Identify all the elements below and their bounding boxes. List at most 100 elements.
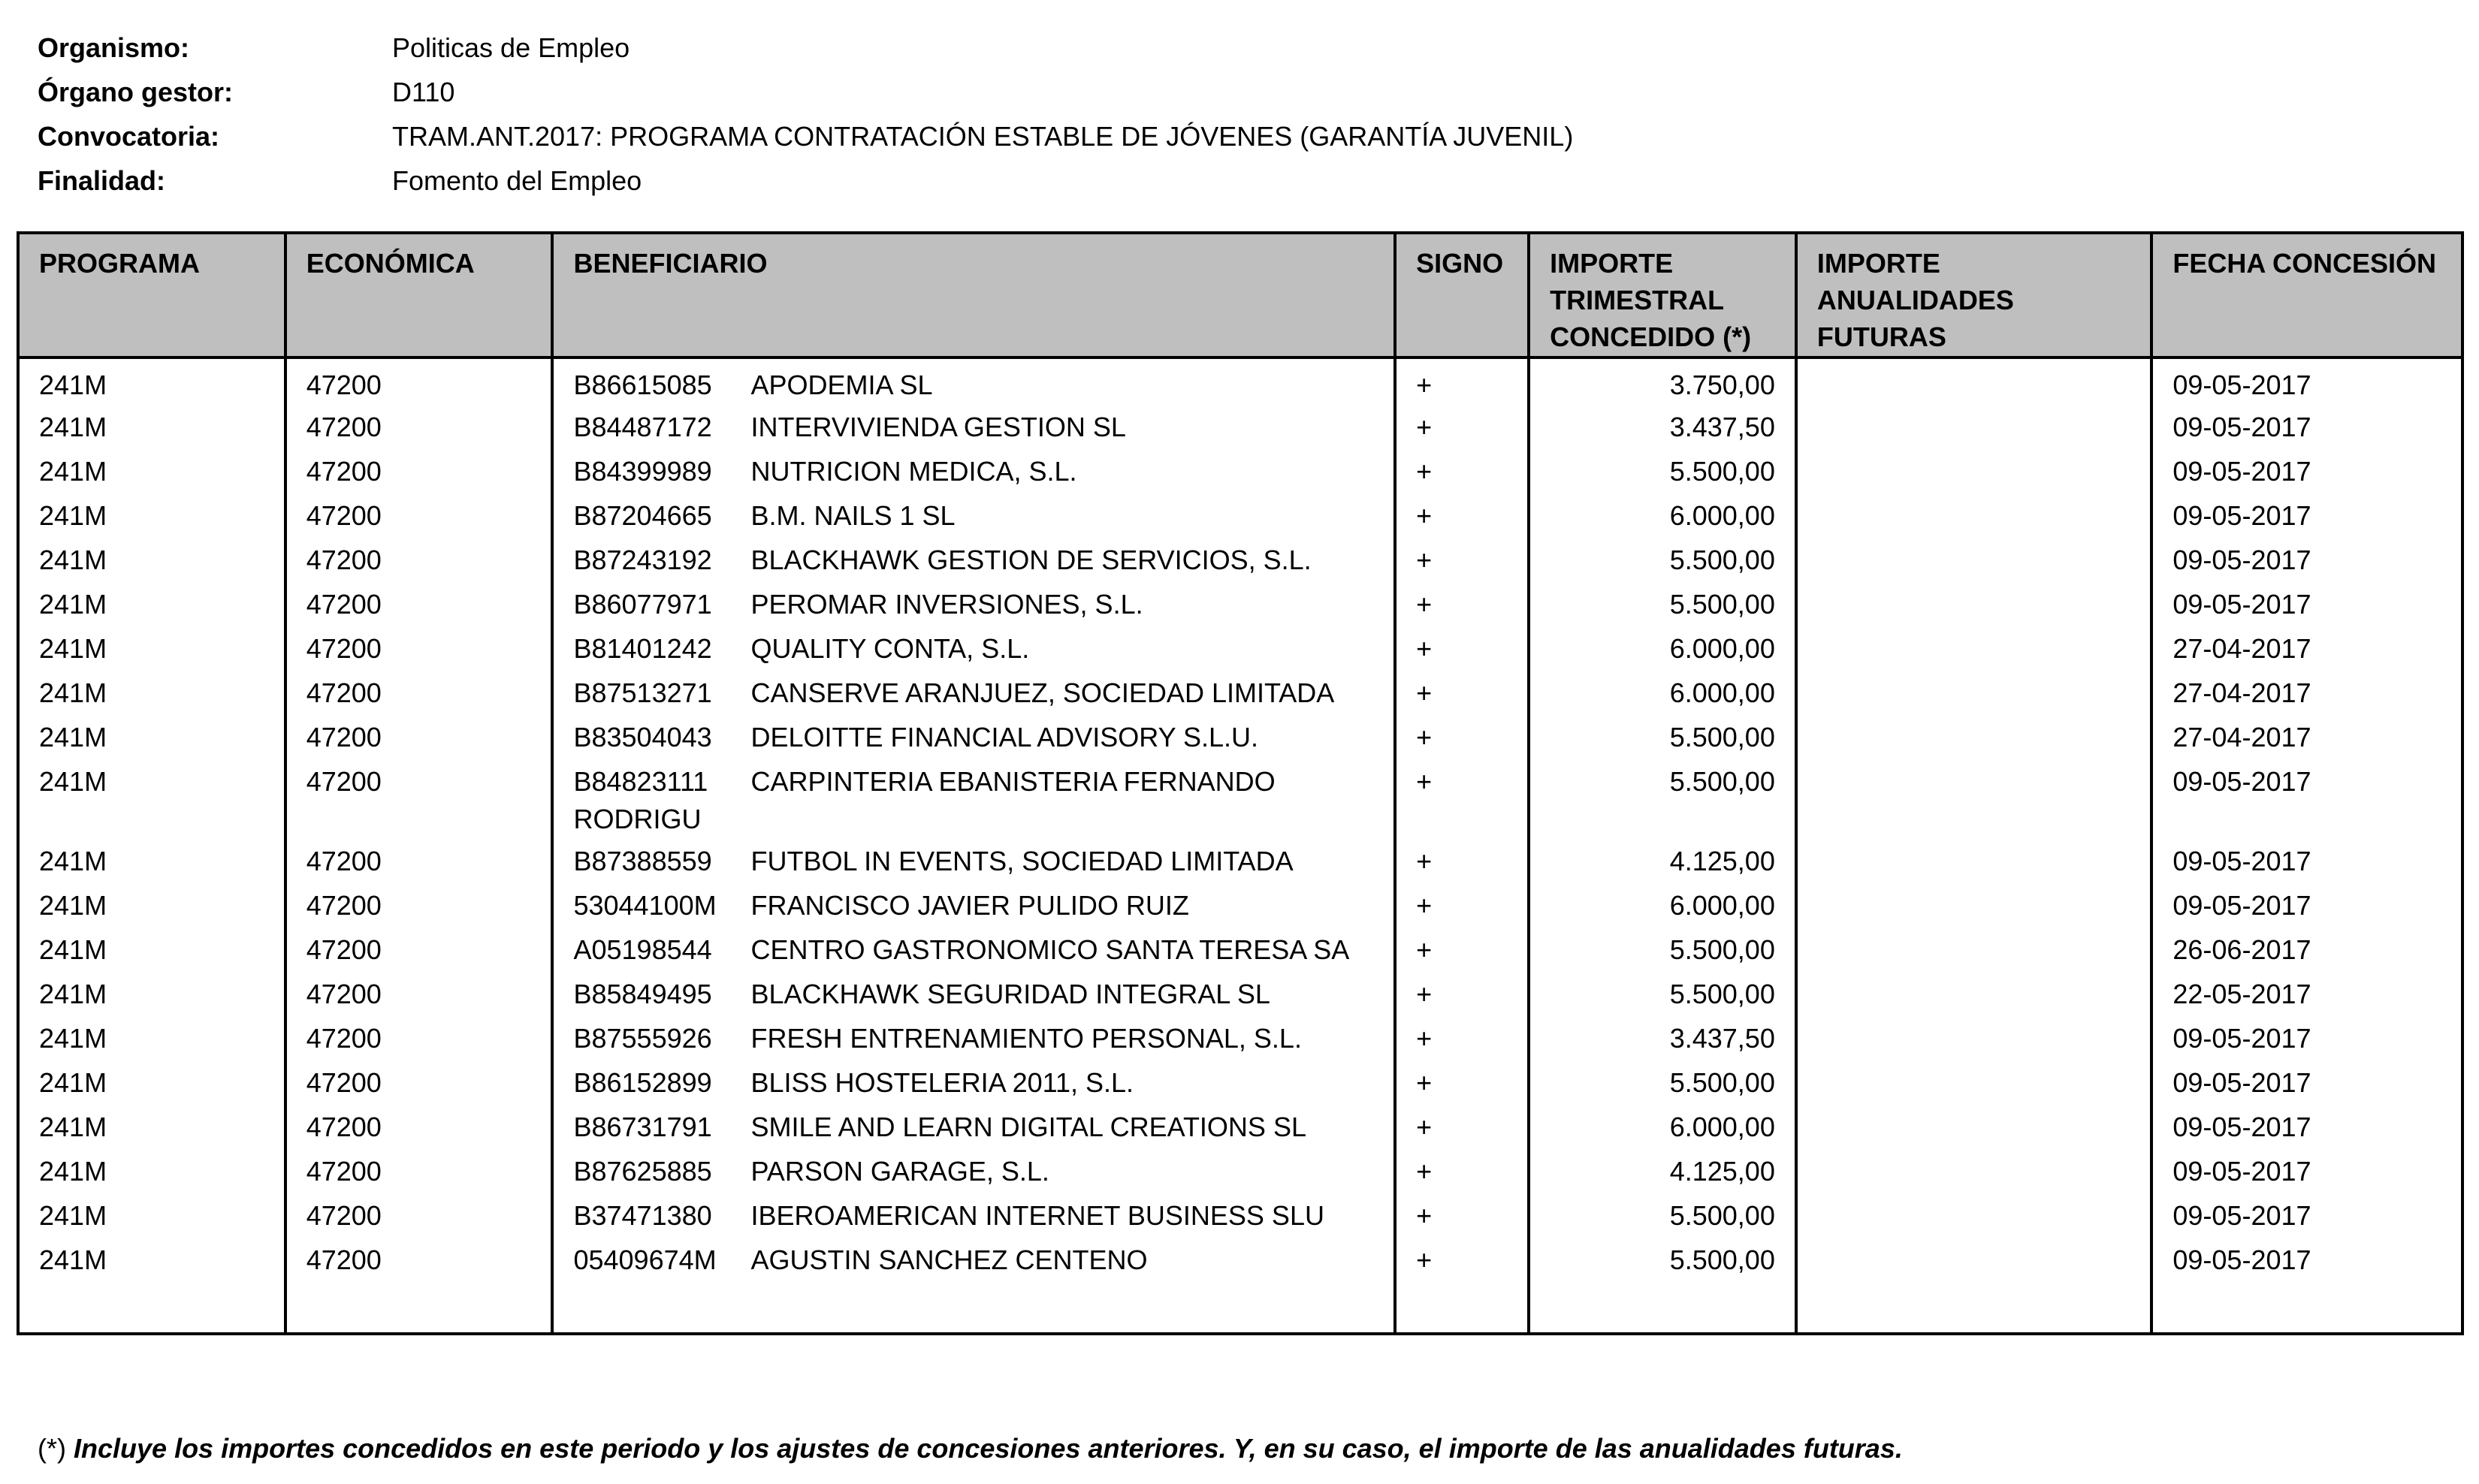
cell-importe: 3.437,50 (1527, 404, 1798, 448)
cell-importe: 5.500,00 (1527, 714, 1798, 759)
beneficiary-nif: 53044100M (573, 890, 717, 921)
table-row: 241M 47200 B84823111 CARPINTERIA EBANISTERI… (17, 759, 2464, 838)
cell-beneficiario: B37471380 IBEROAMERICAN INTERNET BUSINESS… (551, 1193, 1397, 1237)
cell-programa: 241M (17, 581, 287, 626)
cell-economica: 47200 (283, 357, 554, 404)
cell-programa: 241M (17, 1237, 287, 1281)
cell-economica: 47200 (283, 971, 554, 1015)
cell-futuras (1794, 971, 2154, 1015)
beneficiary-name: IBEROAMERICAN INTERNET BUSINESS SLU (750, 1200, 1324, 1231)
cell-beneficiario: B87625885 PARSON GARAGE, S.L. (551, 1148, 1397, 1193)
beneficiary-name: DELOITTE FINANCIAL ADVISORY S.L.U. (750, 722, 1258, 753)
beneficiary-name: APODEMIA SL (750, 369, 933, 400)
cell-economica: 47200 (283, 927, 554, 971)
beneficiary-nif: B84399989 (573, 456, 712, 487)
table-row: 241M 47200 B86615085 APODEMIA SL +3.750,00 09… (17, 357, 2464, 404)
cell-fecha: 09-05-2017 (2150, 1193, 2464, 1237)
cell-economica: 47200 (283, 1237, 554, 1281)
cell-fecha: 09-05-2017 (2150, 1148, 2464, 1193)
meta-label: Organismo: (38, 32, 190, 63)
beneficiary-name: FRESH ENTRENAMIENTO PERSONAL, S.L. (750, 1023, 1302, 1054)
beneficiary-name: FRANCISCO JAVIER PULIDO RUIZ (750, 890, 1189, 921)
table-row: 241M 47200 B87204665 B.M. NAILS 1 SL +6.000,… (17, 493, 2464, 537)
cell-fecha: 27-04-2017 (2150, 714, 2464, 759)
cell-beneficiario: B86615085 APODEMIA SL (551, 357, 1397, 404)
cell-beneficiario: B86077971 PEROMAR INVERSIONES, S.L. (551, 581, 1397, 626)
cell-futuras (1794, 357, 2154, 404)
beneficiary-nif: 05409674M (573, 1244, 717, 1275)
cell-programa: 241M (17, 448, 287, 493)
beneficiary-nif: B84823111 (573, 766, 708, 797)
cell-programa: 241M (17, 1060, 287, 1104)
cell-futuras (1794, 1237, 2154, 1281)
cell-beneficiario: A05198544 CENTRO GASTRONOMICO SANTA TERES… (551, 927, 1397, 971)
table-row: 241M 47200 B87625885 PARSON GARAGE, S.L. +4.… (17, 1148, 2464, 1193)
cell-signo: + (1393, 714, 1531, 759)
cell-futuras (1794, 1104, 2154, 1148)
beneficiary-nif: A05198544 (573, 934, 712, 965)
cell-programa: 241M (17, 714, 287, 759)
empty-cell (17, 1281, 287, 1334)
beneficiary-name: BLACKHAWK SEGURIDAD INTEGRAL SL (750, 979, 1270, 1009)
column-header: PROGRAMA (17, 231, 287, 359)
cell-futuras (1794, 714, 2154, 759)
column-header: IMPORTE ANUALIDADES FUTURAS (1794, 231, 2154, 359)
cell-futuras (1794, 581, 2154, 626)
beneficiary-name: SMILE AND LEARN DIGITAL CREATIONS SL (750, 1111, 1306, 1142)
cell-fecha: 09-05-2017 (2150, 581, 2464, 626)
cell-beneficiario: B87204665 B.M. NAILS 1 SL (551, 493, 1397, 537)
cell-importe: 4.125,00 (1527, 838, 1798, 882)
column-header: FECHA CONCESIÓN (2150, 231, 2464, 359)
cell-economica: 47200 (283, 670, 554, 714)
table-row: 241M 47200 53044100M FRANCISCO JAVIER PULID… (17, 882, 2464, 927)
beneficiary-name: FUTBOL IN EVENTS, SOCIEDAD LIMITADA (750, 846, 1294, 876)
cell-fecha: 09-05-2017 (2150, 1237, 2464, 1281)
cell-programa: 241M (17, 1148, 287, 1193)
cell-economica: 47200 (283, 1193, 554, 1237)
cell-economica: 47200 (283, 581, 554, 626)
cell-importe: 5.500,00 (1527, 971, 1798, 1015)
cell-beneficiario: B84823111 CARPINTERIA EBANISTERIA FERNAND… (551, 759, 1397, 838)
beneficiary-nif: B37471380 (573, 1200, 712, 1231)
cell-fecha: 09-05-2017 (2150, 537, 2464, 581)
beneficiary-nif: B81401242 (573, 633, 712, 664)
footnote: (*) Incluye los importes concedidos en e… (38, 1433, 1903, 1464)
cell-economica: 47200 (283, 626, 554, 670)
cell-beneficiario: B87513271 CANSERVE ARANJUEZ, SOCIEDAD LIM… (551, 670, 1397, 714)
cell-signo: + (1393, 670, 1531, 714)
table-row: 241M 47200 B84399989 NUTRICION MEDICA, S.L.… (17, 448, 2464, 493)
cell-signo: + (1393, 448, 1531, 493)
cell-importe: 5.500,00 (1527, 759, 1798, 838)
cell-importe: 5.500,00 (1527, 1237, 1798, 1281)
beneficiary-nif: B87555926 (573, 1023, 712, 1054)
meta-value: TRAM.ANT.2017: PROGRAMA CONTRATACIÓN EST… (392, 120, 1574, 152)
cell-economica: 47200 (283, 838, 554, 882)
cell-signo: + (1393, 1104, 1531, 1148)
cell-programa: 241M (17, 537, 287, 581)
cell-futuras (1794, 1148, 2154, 1193)
table-header: PROGRAMA ECONÓMICA BENEFICIARIO SIGNO IMPORT… (17, 231, 2464, 359)
empty-cell (551, 1281, 1397, 1334)
cell-importe: 5.500,00 (1527, 927, 1798, 971)
cell-importe: 5.500,00 (1527, 1060, 1798, 1104)
beneficiary-nif: B87204665 (573, 500, 712, 531)
cell-importe: 5.500,00 (1527, 581, 1798, 626)
cell-beneficiario: B81401242 QUALITY CONTA, S.L. (551, 626, 1397, 670)
cell-importe: 6.000,00 (1527, 626, 1798, 670)
cell-programa: 241M (17, 670, 287, 714)
beneficiary-name: AGUSTIN SANCHEZ CENTENO (750, 1244, 1148, 1275)
cell-beneficiario: B87555926 FRESH ENTRENAMIENTO PERSONAL, S… (551, 1015, 1397, 1060)
cell-signo: + (1393, 1060, 1531, 1104)
beneficiary-name: CENTRO GASTRONOMICO SANTA TERESA SA (750, 934, 1350, 965)
beneficiary-nif: B84487172 (573, 412, 712, 442)
cell-importe: 4.125,00 (1527, 1148, 1798, 1193)
cell-programa: 241M (17, 759, 287, 838)
cell-beneficiario: 05409674M AGUSTIN SANCHEZ CENTENO (551, 1237, 1397, 1281)
table-row: 241M 47200 B86731791 SMILE AND LEARN DIGITA… (17, 1104, 2464, 1148)
meta-row: Finalidad: Fomento del Empleo (38, 158, 1573, 203)
cell-futuras (1794, 493, 2154, 537)
cell-economica: 47200 (283, 1148, 554, 1193)
cell-fecha: 09-05-2017 (2150, 357, 2464, 404)
cell-importe: 3.750,00 (1527, 357, 1798, 404)
cell-signo: + (1393, 404, 1531, 448)
